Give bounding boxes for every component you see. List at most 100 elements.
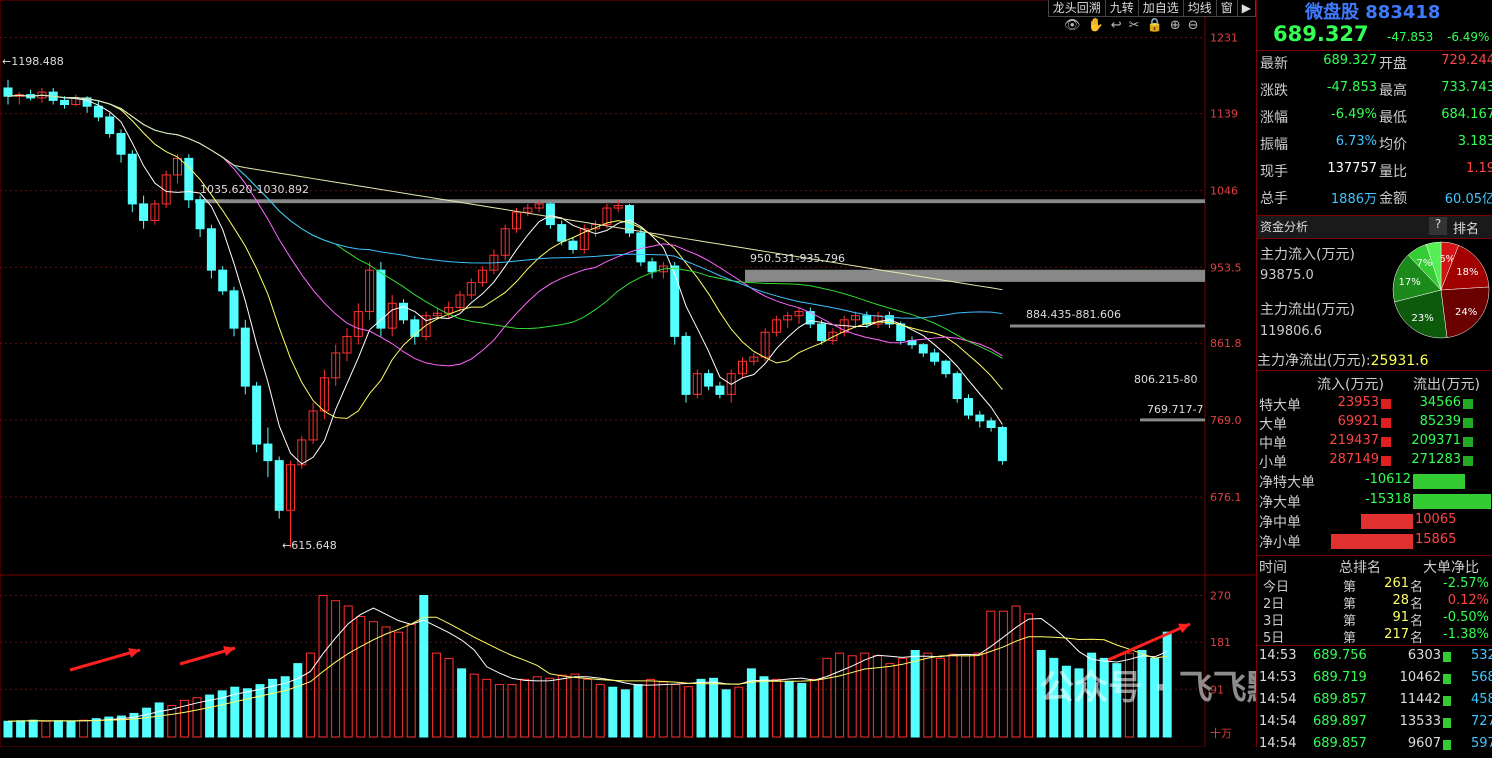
net-flow-bar bbox=[1413, 494, 1491, 509]
candle-down bbox=[195, 199, 205, 230]
volume-bar-down bbox=[230, 686, 240, 738]
toolbar-add-favorite-button[interactable]: 加自选 bbox=[1139, 0, 1184, 16]
candle-up bbox=[738, 360, 747, 375]
volume-ma10-line bbox=[7, 616, 1168, 722]
kline-chart-area[interactable]: 1231 1139 1046 953.5 861.8 769.0 676.1 270 181 91… bbox=[0, 0, 1256, 748]
candle-up bbox=[828, 331, 838, 342]
candle-up bbox=[749, 356, 759, 362]
rank-number: 91 bbox=[1392, 610, 1409, 625]
net-flow-row: 净小单 15865 bbox=[1257, 532, 1492, 552]
candle-down bbox=[975, 414, 985, 422]
volume-bar-up bbox=[167, 705, 177, 738]
low-annotation: ←615.648 bbox=[282, 539, 337, 552]
rank-ratio: -0.50% bbox=[1443, 610, 1489, 625]
volume-bar-up bbox=[948, 653, 958, 738]
tick-price: 689.857 bbox=[1313, 736, 1367, 751]
rank-row: 2日 第 28 名 0.12% bbox=[1257, 593, 1492, 612]
toolbar-ma-button[interactable]: 均线 bbox=[1184, 0, 1217, 16]
tick-volume: 10462 bbox=[1399, 670, 1441, 685]
kline-chart[interactable]: 1231 1139 1046 953.5 861.8 769.0 676.1 270 181 91… bbox=[0, 0, 1256, 748]
volume-bar-down bbox=[709, 677, 719, 738]
candle-up bbox=[308, 410, 318, 441]
candle-up bbox=[432, 312, 442, 317]
flow-out-value: 209371 bbox=[1411, 433, 1461, 448]
high-annotation: ←1198.488 bbox=[2, 55, 64, 68]
flow-out-value: 34566 bbox=[1419, 395, 1461, 410]
candle-down bbox=[647, 261, 657, 273]
quote-value: 1886万 bbox=[1330, 192, 1377, 207]
volume-bar-up bbox=[1124, 652, 1134, 738]
scissors-icon[interactable]: ✂ bbox=[1128, 18, 1147, 33]
volume-bar-up bbox=[570, 673, 580, 738]
volume-bar-up bbox=[923, 652, 933, 738]
volume-tick-label: 十万 bbox=[1210, 726, 1232, 740]
toolbar-jiuzhuan-button[interactable]: 九转 bbox=[1106, 0, 1139, 16]
candle-down bbox=[636, 232, 646, 263]
inflow-value: 93875.0 bbox=[1260, 268, 1314, 283]
volume-bar-down bbox=[419, 594, 429, 738]
flow-row: 大单 69921 85239 bbox=[1257, 414, 1492, 433]
quote-value: 689.327 bbox=[1323, 53, 1377, 68]
flow-in-value: 69921 bbox=[1337, 414, 1379, 429]
flow-row: 中单 219437 209371 bbox=[1257, 433, 1492, 452]
volume-bar-down bbox=[696, 678, 706, 738]
reset-icon[interactable]: ↩ bbox=[1110, 18, 1129, 33]
tick-price: 689.857 bbox=[1313, 692, 1367, 707]
volume-bar-up bbox=[646, 678, 656, 738]
tick-row[interactable]: 14:53 689.756 6303 532 bbox=[1257, 648, 1492, 670]
candle-up bbox=[353, 311, 363, 337]
quote-value: 1.19 bbox=[1466, 161, 1492, 176]
volume-bar-down bbox=[53, 720, 63, 738]
net-flow-value: 15865 bbox=[1415, 532, 1457, 547]
tick-row[interactable]: 14:53 689.719 10462 568 bbox=[1257, 670, 1492, 692]
net-flow-type: 净大单 bbox=[1259, 495, 1301, 511]
volume-bar-down bbox=[784, 681, 794, 738]
volume-bar-up bbox=[394, 631, 404, 738]
price-tick-label: 676.1 bbox=[1210, 491, 1242, 504]
tick-row[interactable]: 14:54 689.857 11442 458 bbox=[1257, 692, 1492, 714]
hand-icon[interactable]: ✋ bbox=[1087, 18, 1111, 33]
tick-extra: 532 bbox=[1471, 648, 1492, 663]
tick-volume: 13533 bbox=[1399, 714, 1441, 729]
volume-bar-up bbox=[973, 652, 983, 738]
candle-down bbox=[116, 133, 126, 155]
volume-bar-up bbox=[1024, 613, 1034, 738]
volume-arrow-3-head bbox=[1178, 623, 1190, 634]
volume-bar-down bbox=[797, 683, 807, 738]
volume-bar-up bbox=[935, 657, 945, 738]
rank-row: 今日 第 261 名 -2.57% bbox=[1257, 576, 1492, 595]
volume-bar-up bbox=[986, 610, 996, 738]
capital-title: 资金分析 bbox=[1260, 220, 1309, 234]
candle-down bbox=[218, 269, 228, 292]
price-tick-label: 769.0 bbox=[1210, 414, 1242, 427]
toolbar-window-button[interactable]: 窗 bbox=[1217, 0, 1238, 16]
toolbar-exit-icon[interactable]: ▶ bbox=[1238, 0, 1256, 16]
help-button[interactable]: ? bbox=[1429, 217, 1447, 235]
toolbar-longtou-button[interactable]: 龙头回溯 bbox=[1049, 0, 1106, 16]
tick-direction-icon bbox=[1443, 652, 1451, 662]
volume-bar-up bbox=[507, 684, 517, 738]
zoom-out-icon[interactable]: ⊖ bbox=[1187, 18, 1206, 33]
lock-icon[interactable]: 🔒 bbox=[1146, 18, 1170, 33]
eye-icon[interactable]: 👁 bbox=[1064, 18, 1088, 33]
rank-tab[interactable]: 排名 bbox=[1453, 222, 1480, 237]
price-change: -47.853 bbox=[1387, 30, 1434, 44]
volume-bar-up bbox=[998, 610, 1008, 738]
volume-bar-up bbox=[847, 655, 857, 738]
tick-row[interactable]: 14:54 689.897 13533 727 bbox=[1257, 714, 1492, 736]
volume-bar-down bbox=[1036, 650, 1046, 738]
net-flow-bar bbox=[1361, 514, 1413, 529]
candle-up bbox=[692, 373, 702, 395]
candle-up bbox=[726, 373, 736, 395]
tick-price: 689.756 bbox=[1313, 648, 1367, 663]
quote-label: 均价 bbox=[1379, 137, 1407, 153]
quote-label: 最低 bbox=[1379, 110, 1407, 126]
zoom-in-icon[interactable]: ⊕ bbox=[1169, 18, 1188, 33]
net-flow-value: -10612 bbox=[1364, 472, 1411, 487]
ma60-line bbox=[7, 94, 1003, 319]
candle-down bbox=[263, 443, 273, 462]
quote-value: 684.167 bbox=[1441, 107, 1492, 122]
volume-bar-down bbox=[759, 676, 769, 738]
candle-down bbox=[625, 205, 634, 234]
tick-row[interactable]: 14:54 689.857 9607 597 bbox=[1257, 736, 1492, 758]
